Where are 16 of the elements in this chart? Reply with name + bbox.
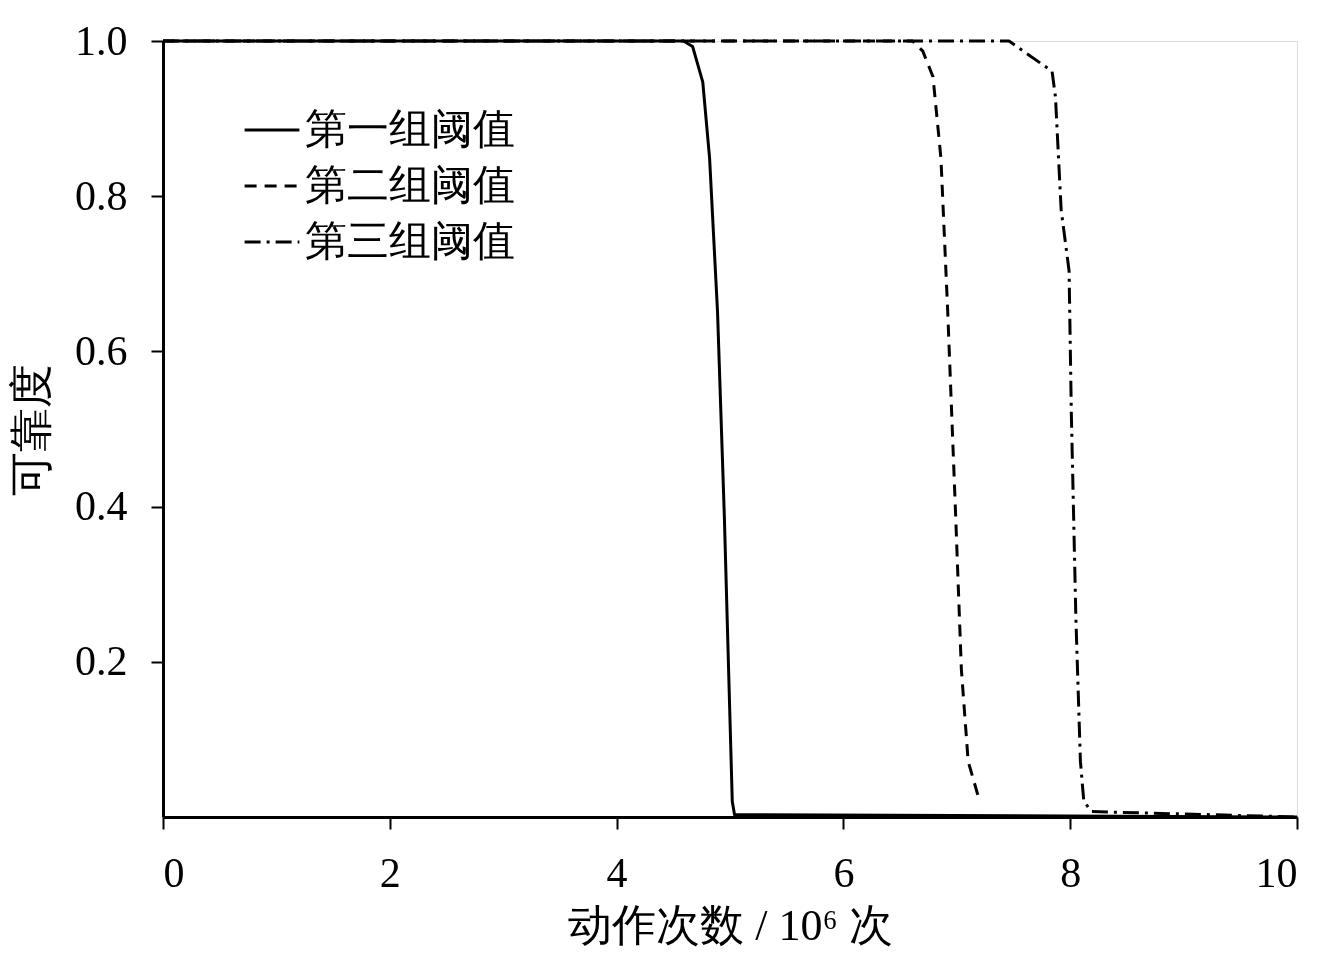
y-axis-title: 可靠度 xyxy=(7,363,56,496)
x-tick-label: 0 xyxy=(163,849,185,896)
y-tick-label: 1.0 xyxy=(75,17,128,64)
legend-label: 第二组阈值 xyxy=(305,162,515,208)
x-tick-label: 4 xyxy=(606,849,628,896)
legend-label: 第三组阈值 xyxy=(305,218,515,264)
y-tick-label: 0.4 xyxy=(75,483,128,530)
x-tick-label: 8 xyxy=(1060,849,1082,896)
y-tick-label: 0.8 xyxy=(75,172,128,219)
x-tick-label: 6 xyxy=(833,849,855,896)
x-tick-label: 2 xyxy=(379,849,401,896)
legend-label: 第一组阈值 xyxy=(305,106,515,152)
x-tick-label: 10 xyxy=(1255,849,1298,896)
x-axis-title: 动作次数 / 10⁶ 次 xyxy=(568,900,893,950)
y-tick-label: 0.6 xyxy=(75,327,128,374)
y-tick-label: 0.2 xyxy=(75,638,128,685)
